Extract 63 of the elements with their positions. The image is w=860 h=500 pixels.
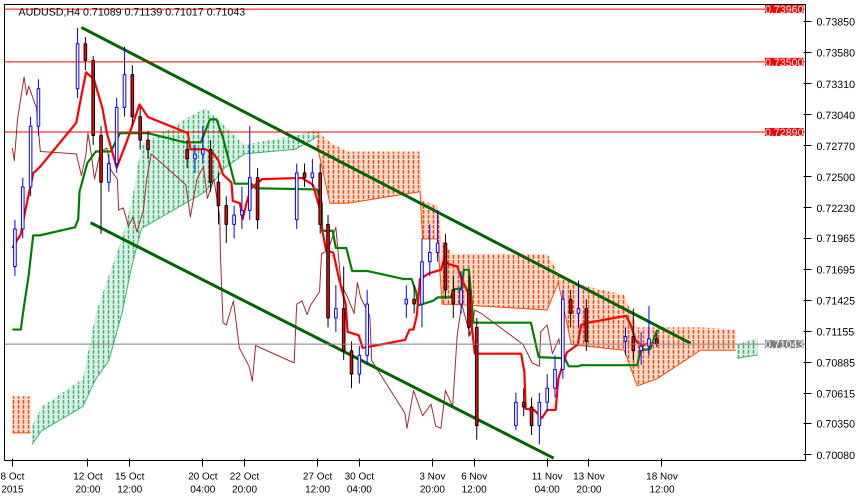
candlestick (232, 205, 236, 239)
candlestick (302, 163, 306, 188)
candlestick (451, 275, 456, 318)
candlestick (310, 158, 314, 188)
candlestick (107, 154, 111, 192)
candlestick (436, 210, 440, 262)
y-tick-label: 0.70885 (816, 357, 856, 370)
candlestick (639, 332, 643, 366)
candlestick (553, 354, 557, 398)
x-tick-label: 3 Nov 20:00 (419, 472, 446, 496)
candlestick (358, 346, 362, 384)
line-series (12, 76, 560, 429)
x-tick-label: 15 Oct 12:00 (115, 472, 145, 496)
candlestick (404, 284, 408, 318)
candlestick (200, 126, 205, 164)
candlestick (631, 308, 636, 361)
candlestick (576, 280, 580, 328)
x-tick-label: 8 Oct 2015 (0, 472, 25, 496)
candlestick (334, 284, 338, 333)
y-tick-label: 0.71965 (816, 233, 856, 246)
candlestick (459, 270, 463, 314)
x-tick-label: 18 Nov 12:00 (646, 472, 678, 496)
ref-line-label: 0.73500 (764, 56, 804, 69)
candlestick (193, 144, 197, 174)
x-tick-label: 20 Oct 04:00 (188, 472, 218, 496)
candlestick (428, 224, 432, 276)
candlestick (545, 374, 549, 412)
ref-line-label: 0.73960 (764, 4, 804, 16)
candlestick (216, 172, 220, 225)
y-tick-label: 0.72500 (816, 172, 856, 184)
y-tick-label: 0.72230 (816, 202, 856, 215)
candlestick (647, 305, 651, 356)
x-tick-label: 30 Oct 04:00 (344, 472, 374, 496)
candlestick (350, 340, 354, 389)
x-tick-label: 22 Oct 20:00 (230, 472, 260, 496)
x-tick-label: 11 Nov 04:00 (532, 472, 563, 496)
chart-title: AUDUSD,H4 0.71089 0.71139 0.71017 0.71043 (18, 6, 246, 18)
candlestick (412, 284, 416, 314)
y-tick-label: 0.73850 (816, 16, 856, 29)
y-tick-label: 0.71155 (816, 326, 854, 338)
y-tick-label: 0.73310 (816, 78, 856, 91)
x-tick-label: 12 Oct 20:00 (73, 472, 103, 496)
candlestick (522, 388, 526, 417)
candlestick (224, 196, 228, 244)
candlestick (514, 392, 518, 431)
ref-line-label: 0.72890 (764, 126, 804, 139)
y-tick-label: 0.70350 (816, 418, 856, 431)
y-tick-label: 0.72770 (816, 140, 856, 153)
x-tick-label: 27 Oct 12:00 (302, 472, 333, 496)
candlestick (568, 289, 572, 328)
y-tick-label: 0.73580 (816, 48, 856, 60)
candlestick (538, 392, 542, 445)
line-series (11, 118, 660, 368)
y-tick-label: 0.70080 (816, 450, 856, 462)
candlestick (185, 140, 189, 169)
y-tick-label: 0.71695 (816, 264, 856, 276)
candlestick (624, 326, 628, 356)
x-tick-label: 6 Nov 12:00 (461, 472, 488, 496)
candlestick (240, 186, 244, 230)
x-tick-label: 13 Nov 20:00 (573, 472, 605, 496)
y-tick-label: 0.70615 (816, 388, 856, 400)
y-tick-label: 0.73040 (816, 110, 856, 122)
y-tick-label: 0.71425 (816, 295, 856, 308)
